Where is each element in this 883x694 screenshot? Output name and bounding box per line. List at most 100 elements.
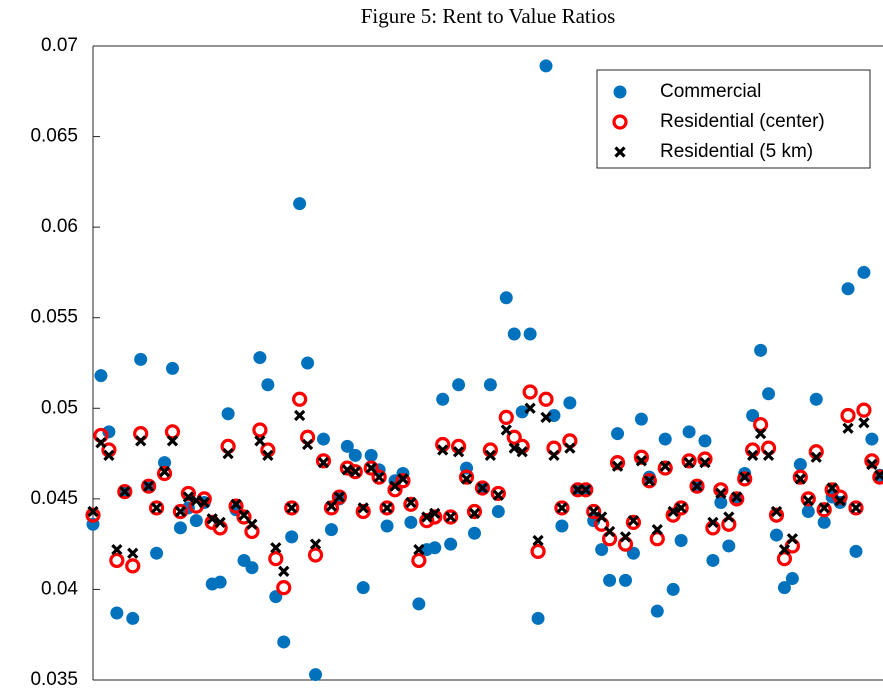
legend-label: Residential (center)	[660, 111, 825, 132]
point	[697, 451, 713, 467]
point	[649, 531, 665, 547]
point	[103, 449, 115, 462]
point	[848, 500, 864, 516]
point	[785, 572, 799, 586]
point	[165, 361, 179, 375]
y-tick-label: 0.07	[41, 35, 78, 56]
point	[268, 551, 284, 567]
point	[611, 460, 624, 472]
point	[770, 505, 783, 518]
legend-marker	[612, 114, 628, 130]
point	[348, 448, 362, 462]
point	[491, 505, 505, 519]
point	[466, 503, 483, 520]
point	[516, 446, 528, 458]
point	[840, 407, 856, 424]
point	[826, 482, 838, 494]
point	[261, 378, 275, 392]
point	[119, 485, 131, 498]
point	[445, 511, 457, 523]
point	[206, 513, 218, 525]
point	[682, 425, 696, 439]
point	[405, 496, 417, 509]
point	[174, 505, 187, 518]
point	[254, 435, 266, 447]
point	[452, 378, 466, 392]
series	[87, 402, 883, 577]
point	[595, 543, 609, 557]
point	[809, 392, 823, 406]
point	[754, 428, 767, 440]
point	[580, 484, 592, 496]
legend: Commercial Residential (center) Residentia…	[596, 69, 871, 169]
point	[198, 496, 210, 509]
point	[467, 526, 481, 540]
point	[492, 489, 504, 501]
point	[364, 448, 378, 462]
point	[95, 437, 107, 449]
point	[729, 491, 745, 507]
point	[659, 460, 671, 472]
point	[292, 391, 308, 407]
point	[333, 491, 346, 503]
point	[150, 502, 163, 514]
point	[776, 551, 793, 567]
point	[85, 507, 101, 523]
point	[777, 581, 791, 595]
legend-marker	[614, 146, 626, 158]
point	[706, 553, 720, 567]
point	[158, 456, 172, 470]
point	[246, 518, 258, 530]
point	[498, 409, 514, 425]
point	[816, 502, 832, 518]
point	[316, 432, 330, 446]
point	[389, 480, 401, 492]
point	[444, 537, 458, 551]
point	[293, 197, 307, 211]
point	[515, 405, 529, 419]
point	[722, 539, 736, 553]
point	[323, 500, 340, 516]
point	[429, 507, 441, 519]
point	[476, 482, 489, 494]
point	[715, 487, 727, 500]
point	[421, 511, 433, 523]
legend-box	[596, 69, 871, 169]
point	[866, 458, 878, 471]
legend-marker	[613, 85, 627, 99]
point	[222, 447, 234, 460]
point	[315, 453, 332, 469]
point	[832, 489, 848, 505]
point	[522, 384, 538, 400]
point	[253, 351, 267, 365]
point	[150, 546, 164, 560]
point	[754, 343, 768, 357]
point	[753, 416, 769, 433]
point	[428, 541, 442, 555]
point	[618, 573, 632, 587]
y-tick-label: 0.065	[30, 126, 78, 147]
point	[643, 475, 655, 487]
point	[285, 530, 299, 544]
y-tick-label: 0.035	[30, 669, 78, 690]
point	[180, 485, 196, 502]
point	[603, 525, 616, 538]
point	[548, 449, 560, 462]
point	[499, 291, 513, 305]
point	[737, 471, 753, 487]
point	[698, 434, 712, 448]
point	[762, 387, 776, 401]
point	[524, 402, 536, 414]
point	[365, 462, 377, 474]
point	[484, 449, 497, 462]
point	[625, 514, 642, 531]
point	[230, 498, 242, 510]
point	[190, 495, 202, 507]
y-tick-label: 0.045	[30, 488, 78, 509]
point	[683, 456, 695, 469]
point	[801, 505, 815, 519]
point	[397, 473, 409, 485]
point	[109, 552, 125, 569]
point	[483, 378, 497, 392]
